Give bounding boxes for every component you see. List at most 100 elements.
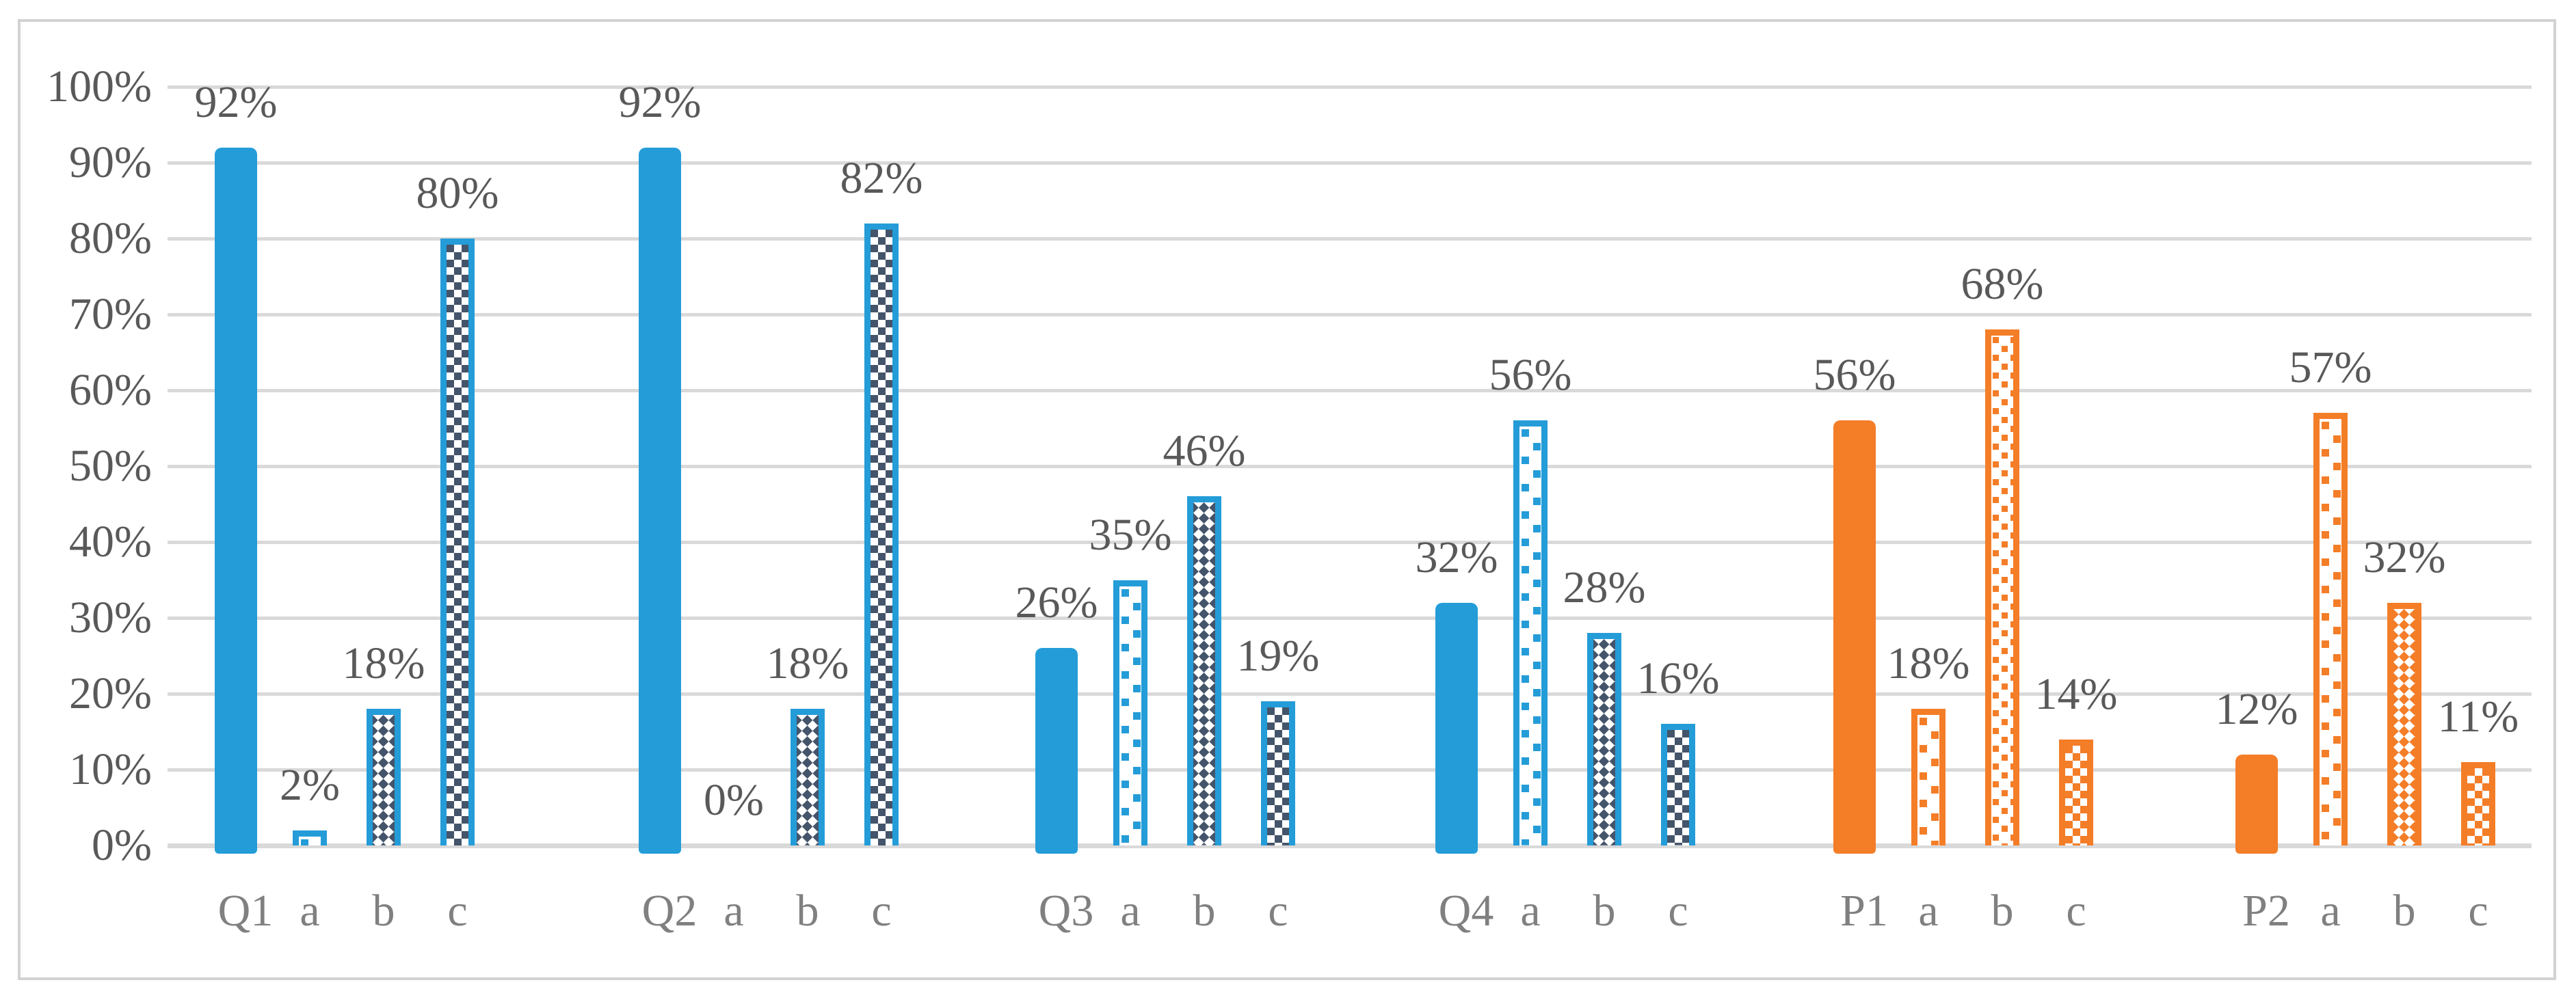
bar-Q4-main: [1435, 602, 1478, 854]
bar-P1-c: [2059, 739, 2093, 845]
y-axis-tick-label: 30%: [69, 593, 152, 642]
data-label-Q2-b: 18%: [766, 638, 849, 688]
bar-Q2-b: [791, 709, 825, 845]
data-label-Q1-a: 2%: [280, 760, 340, 810]
data-label-Q1-b: 18%: [342, 638, 425, 688]
data-label-P1-main: 56%: [1813, 350, 1896, 400]
checker-pattern-fill: [2065, 745, 2087, 845]
category-label-P2-a: a: [2320, 886, 2341, 936]
data-label-P2-b: 32%: [2363, 532, 2446, 582]
gridline: [168, 389, 2532, 392]
bar-P1-b: [1985, 329, 2019, 845]
data-label-Q1-main: 92%: [194, 77, 278, 127]
category-label-Q2: Q2: [641, 886, 698, 936]
y-axis-tick-label: 10%: [69, 744, 152, 794]
category-label-Q3: Q3: [1038, 886, 1094, 936]
dots-pattern-fill: [1519, 426, 1541, 845]
category-label-Q4-a: a: [1520, 886, 1541, 936]
bar-Q4-b: [1587, 633, 1621, 845]
bar-Q2-main: [639, 147, 681, 854]
data-label-P1-a: 18%: [1887, 638, 1970, 688]
data-label-Q2-main: 92%: [618, 77, 702, 127]
category-label-Q3-b: b: [1193, 886, 1216, 936]
y-axis-tick-label: 40%: [69, 517, 152, 567]
bar-Q1-c: [440, 239, 475, 845]
y-axis-tick-label: 0%: [92, 820, 152, 870]
bar-Q1-b: [367, 709, 401, 845]
bar-Q2-c: [864, 223, 899, 845]
gridline: [168, 617, 2532, 620]
checker-pattern-fill: [871, 229, 892, 845]
data-label-P1-c: 14%: [2034, 669, 2118, 719]
y-axis-tick-label: 70%: [69, 289, 152, 339]
data-label-P2-a: 57%: [2289, 342, 2372, 392]
y-axis-tick-label: 90%: [69, 137, 152, 187]
checker-pattern-fill: [1267, 707, 1289, 845]
gridline: [168, 237, 2532, 241]
category-label-P2: P2: [2242, 886, 2290, 936]
data-label-P2-main: 12%: [2215, 684, 2298, 734]
data-label-Q4-main: 32%: [1415, 532, 1498, 582]
gridline: [168, 692, 2532, 696]
bar-Q3-b: [1187, 496, 1221, 845]
data-label-Q2-c: 82%: [840, 153, 923, 203]
category-label-Q2-a: a: [723, 886, 744, 936]
data-label-Q3-c: 19%: [1236, 631, 1320, 681]
bar-P2-b: [2387, 602, 2421, 845]
category-label-P1-b: b: [1991, 886, 2014, 936]
category-label-P2-c: c: [2468, 886, 2488, 936]
diamond-pattern-fill: [373, 715, 395, 845]
checker-pattern-fill: [447, 245, 468, 845]
bar-Q1-a: [293, 830, 327, 845]
category-label-Q2-b: b: [796, 886, 819, 936]
y-axis-tick-label: 80%: [69, 213, 152, 263]
data-label-Q1-c: 80%: [416, 168, 499, 218]
dots-pattern-fill: [1917, 715, 1939, 845]
dense-dots-pattern-fill: [1991, 336, 2013, 845]
data-label-Q4-b: 28%: [1563, 563, 1646, 612]
category-label-Q1-b: b: [372, 886, 395, 936]
category-label-P1: P1: [1840, 886, 1888, 936]
bar-Q4-a: [1513, 420, 1548, 845]
dots-pattern-fill: [299, 836, 321, 845]
gridline: [168, 313, 2532, 316]
category-label-Q3-c: c: [1268, 886, 1288, 936]
category-label-P2-b: b: [2393, 886, 2416, 936]
checker-pattern-fill: [2467, 768, 2489, 845]
y-axis-tick-label: 60%: [69, 365, 152, 415]
y-axis-tick-label: 100%: [47, 62, 152, 111]
category-label-Q2-c: c: [871, 886, 892, 936]
category-label-P1-c: c: [2066, 886, 2086, 936]
bar-Q3-main: [1035, 648, 1078, 854]
data-label-Q3-b: 46%: [1163, 426, 1246, 476]
bar-Q3-a: [1113, 580, 1147, 845]
bar-Q3-c: [1261, 701, 1295, 845]
bar-P2-main: [2235, 754, 2278, 854]
y-axis-tick-label: 20%: [69, 668, 152, 718]
bar-P1-main: [1833, 420, 1876, 854]
category-label-P1-a: a: [1918, 886, 1939, 936]
data-label-P1-b: 68%: [1961, 259, 2044, 309]
bar-P2-a: [2313, 413, 2348, 845]
category-label-Q4: Q4: [1438, 886, 1494, 936]
diamond-pattern-fill: [2393, 608, 2415, 845]
y-axis-tick-label: 50%: [69, 441, 152, 491]
bar-Q1-main: [215, 147, 257, 854]
bar-Q4-c: [1661, 724, 1695, 845]
dots-pattern-fill: [1119, 586, 1141, 845]
gridline: [168, 768, 2532, 772]
data-label-Q2-a: 0%: [704, 775, 764, 825]
gridline: [168, 465, 2532, 468]
category-label-Q4-c: c: [1668, 886, 1688, 936]
checker-pattern-fill: [1667, 730, 1689, 845]
category-label-Q3-a: a: [1120, 886, 1141, 936]
data-label-Q3-main: 26%: [1015, 578, 1098, 627]
diamond-pattern-fill: [1593, 639, 1615, 845]
data-label-Q4-c: 16%: [1636, 653, 1720, 703]
gridline: [168, 85, 2532, 89]
dots-pattern-fill: [2320, 419, 2341, 845]
category-label-Q4-b: b: [1593, 886, 1616, 936]
data-label-Q3-a: 35%: [1089, 510, 1172, 560]
data-label-Q4-a: 56%: [1489, 350, 1572, 400]
